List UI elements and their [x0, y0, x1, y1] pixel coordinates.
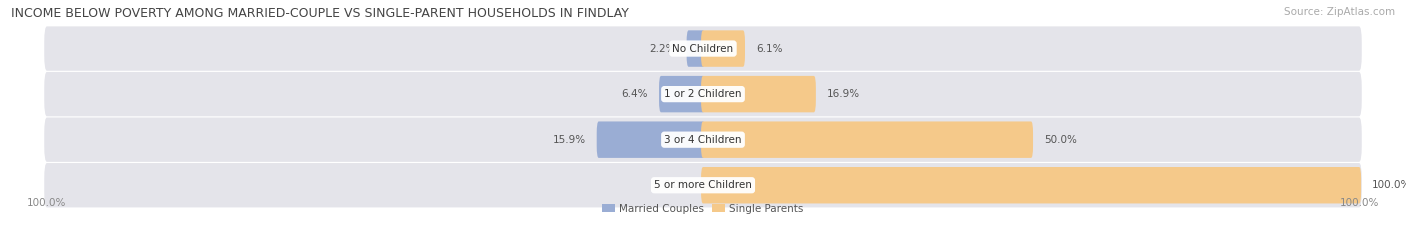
FancyBboxPatch shape [702, 76, 815, 112]
FancyBboxPatch shape [44, 163, 1362, 207]
Text: No Children: No Children [672, 44, 734, 54]
FancyBboxPatch shape [596, 121, 704, 158]
Text: Source: ZipAtlas.com: Source: ZipAtlas.com [1284, 7, 1395, 17]
FancyBboxPatch shape [44, 26, 1362, 71]
Text: 100.0%: 100.0% [1372, 180, 1406, 190]
FancyBboxPatch shape [44, 72, 1362, 116]
Text: 100.0%: 100.0% [27, 198, 66, 208]
Text: INCOME BELOW POVERTY AMONG MARRIED-COUPLE VS SINGLE-PARENT HOUSEHOLDS IN FINDLAY: INCOME BELOW POVERTY AMONG MARRIED-COUPL… [11, 7, 628, 20]
Text: 0.0%: 0.0% [664, 180, 690, 190]
Text: 15.9%: 15.9% [553, 135, 585, 145]
Text: 50.0%: 50.0% [1045, 135, 1077, 145]
FancyBboxPatch shape [702, 121, 1033, 158]
Text: 1 or 2 Children: 1 or 2 Children [664, 89, 742, 99]
FancyBboxPatch shape [659, 76, 704, 112]
FancyBboxPatch shape [702, 30, 745, 67]
FancyBboxPatch shape [702, 167, 1361, 203]
Text: 3 or 4 Children: 3 or 4 Children [664, 135, 742, 145]
Text: 16.9%: 16.9% [827, 89, 860, 99]
FancyBboxPatch shape [44, 117, 1362, 162]
Legend: Married Couples, Single Parents: Married Couples, Single Parents [603, 204, 803, 214]
Text: 6.4%: 6.4% [621, 89, 648, 99]
Text: 5 or more Children: 5 or more Children [654, 180, 752, 190]
FancyBboxPatch shape [686, 30, 704, 67]
Text: 100.0%: 100.0% [1340, 198, 1379, 208]
Text: 6.1%: 6.1% [756, 44, 783, 54]
Text: 2.2%: 2.2% [650, 44, 675, 54]
